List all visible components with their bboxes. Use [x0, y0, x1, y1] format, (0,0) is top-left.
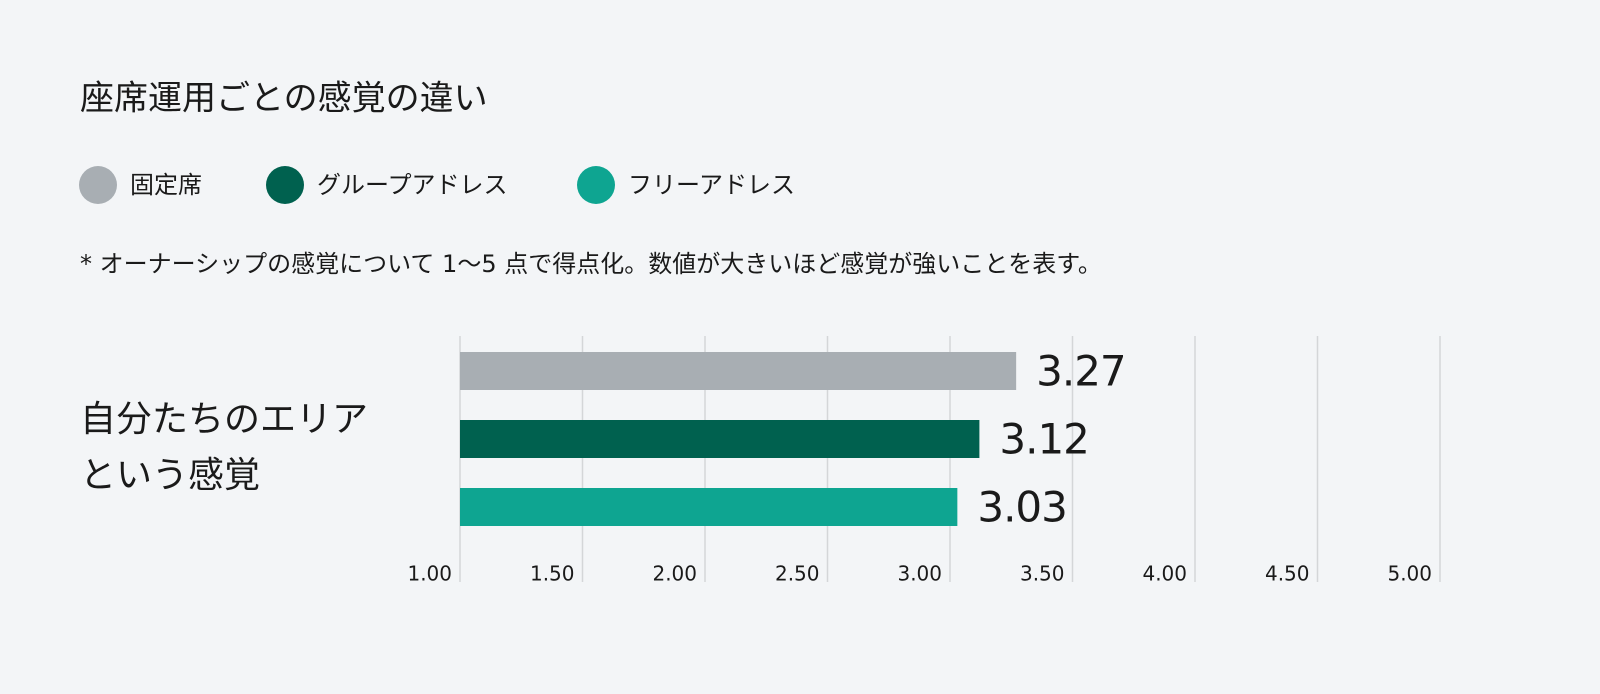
- x-tick-label: 1.50: [530, 562, 575, 586]
- value-label: 3.12: [999, 415, 1089, 464]
- legend-label: フリーアドレス: [628, 171, 795, 199]
- x-tick-label: 5.00: [1387, 562, 1432, 586]
- bar: [460, 420, 980, 458]
- legend-label: グループアドレス: [317, 171, 508, 199]
- category-label: 自分たちのエリアという感覚: [80, 399, 369, 496]
- x-tick-label: 4.00: [1142, 562, 1187, 586]
- legend-swatch: [577, 166, 615, 204]
- legend-label: 固定席: [130, 171, 202, 199]
- bar: [460, 352, 1017, 390]
- value-label: 3.27: [1036, 347, 1126, 396]
- x-tick-label: 1.00: [407, 562, 452, 586]
- value-label: 3.03: [977, 483, 1067, 532]
- x-tick-label: 2.50: [775, 562, 820, 586]
- bar: [460, 488, 958, 526]
- note: * オーナーシップの感覚について 1〜5 点で得点化。数値が大きいほど感覚が強い…: [80, 250, 1102, 278]
- x-tick-label: 3.00: [897, 562, 942, 586]
- chart-title: 座席運用ごとの感覚の違い: [80, 79, 488, 119]
- x-tick-label: 3.50: [1020, 562, 1065, 586]
- legend-swatch: [266, 166, 304, 204]
- x-tick-label: 2.00: [652, 562, 697, 586]
- legend-swatch: [79, 166, 117, 204]
- x-tick-label: 4.50: [1265, 562, 1310, 586]
